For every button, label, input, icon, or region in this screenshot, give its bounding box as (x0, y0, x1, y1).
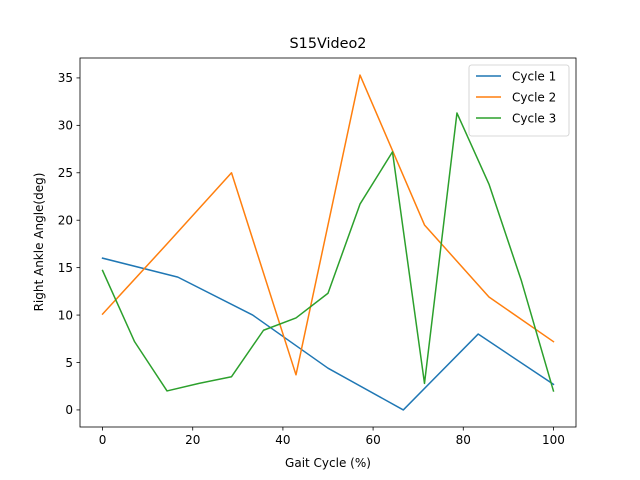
axes-frame (79, 57, 577, 428)
y-axis-label: Right Ankle Angle(deg) (32, 173, 46, 312)
legend-label-cycle-1: Cycle 1 (512, 69, 556, 83)
legend-label-cycle-2: Cycle 2 (512, 90, 556, 104)
x-tick-label: 0 (99, 433, 107, 447)
plot-area: 0 20 40 60 80 100 0 5 10 15 20 25 30 35 (58, 57, 577, 447)
series-line-cycle-3 (101, 112, 555, 392)
chart-title: S15Video2 (290, 36, 367, 52)
y-tick-label: 5 (65, 356, 73, 370)
legend: Cycle 1 Cycle 2 Cycle 3 (468, 64, 570, 137)
x-tick-label: 80 (456, 433, 471, 447)
x-tick-label: 20 (185, 433, 200, 447)
x-tick-label: 60 (365, 433, 380, 447)
y-tick-label: 25 (58, 166, 73, 180)
series-line-cycle-1 (101, 257, 555, 411)
y-tick-label: 30 (58, 119, 73, 133)
y-tick-label: 35 (58, 71, 73, 85)
y-tick-label: 15 (58, 261, 73, 275)
y-tick-label: 0 (65, 403, 73, 417)
x-axis-label: Gait Cycle (%) (285, 456, 371, 470)
x-tick-label: 100 (542, 433, 565, 447)
y-tick-label: 10 (58, 308, 73, 322)
series-line-cycle-2 (101, 74, 555, 376)
x-tick-label: 40 (275, 433, 290, 447)
y-tick-label: 20 (58, 214, 73, 228)
legend-label-cycle-3: Cycle 3 (512, 111, 556, 125)
